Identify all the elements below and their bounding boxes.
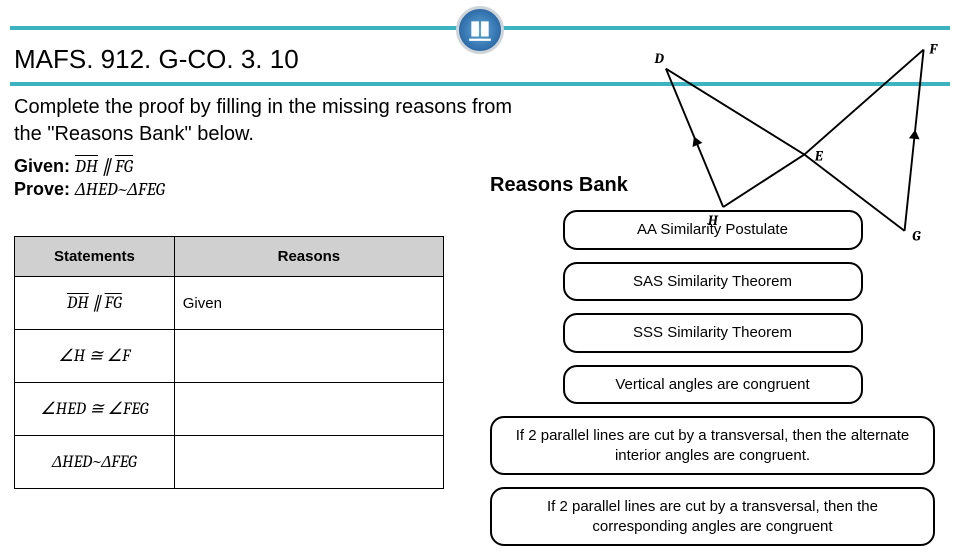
bank-item[interactable]: SSS Similarity Theorem <box>563 313 863 353</box>
statement-cell: DH ∥ FG <box>15 277 175 330</box>
prove-line: Prove: ΔHED~ΔFEG <box>14 179 274 200</box>
table-row: DH ∥ FG Given <box>15 277 444 330</box>
svg-text:D: D <box>653 50 664 67</box>
reason-cell[interactable] <box>174 383 443 436</box>
svg-text:E: E <box>814 147 824 164</box>
col-reasons: Reasons <box>174 237 443 277</box>
given-prove-block: Given: DH ∥ FG Prove: ΔHED~ΔFEG <box>14 156 274 202</box>
book-icon <box>467 17 493 43</box>
geometry-diagram: D H E F G <box>630 40 950 250</box>
table-row: ΔHED~ΔFEG <box>15 436 444 489</box>
bank-item[interactable]: SAS Similarity Theorem <box>563 262 863 302</box>
svg-text:G: G <box>912 227 921 244</box>
bank-item[interactable]: If 2 parallel lines are cut by a transve… <box>490 487 935 546</box>
statement-cell: ∠H ≅ ∠F <box>15 330 175 383</box>
instruction-text: Complete the proof by filling in the mis… <box>14 94 544 148</box>
standard-code: MAFS. 912. G-CO. 3. 10 <box>14 44 299 75</box>
col-statements: Statements <box>15 237 175 277</box>
school-logo <box>456 6 504 54</box>
statement-cell: ∠HED ≅ ∠FEG <box>15 383 175 436</box>
reason-cell[interactable] <box>174 436 443 489</box>
reason-cell[interactable]: Given <box>174 277 443 330</box>
given-line: Given: DH ∥ FG <box>14 156 274 177</box>
reasons-bank: AA Similarity Postulate SAS Similarity T… <box>490 210 935 558</box>
reason-cell[interactable] <box>174 330 443 383</box>
reasons-bank-title: Reasons Bank <box>490 174 628 197</box>
svg-text:F: F <box>928 40 938 57</box>
proof-table: Statements Reasons DH ∥ FG Given ∠H ≅ ∠F… <box>14 236 444 489</box>
table-header-row: Statements Reasons <box>15 237 444 277</box>
statement-cell: ΔHED~ΔFEG <box>15 436 175 489</box>
table-row: ∠H ≅ ∠F <box>15 330 444 383</box>
bank-item[interactable]: If 2 parallel lines are cut by a transve… <box>490 416 935 475</box>
svg-text:H: H <box>707 212 719 229</box>
bank-item[interactable]: Vertical angles are congruent <box>563 365 863 405</box>
table-row: ∠HED ≅ ∠FEG <box>15 383 444 436</box>
